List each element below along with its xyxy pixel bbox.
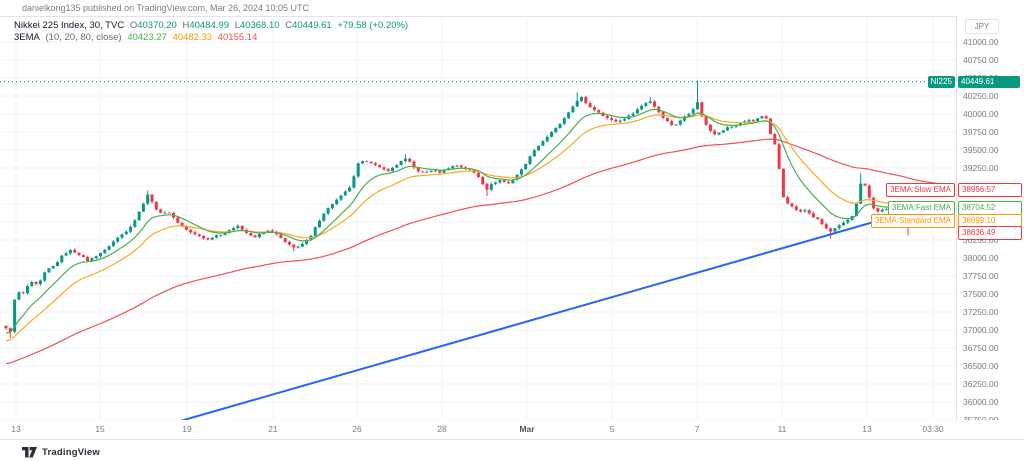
current-price-tag: 40449.61 — [958, 75, 1020, 88]
last-close-price-tag: 38636.49 — [958, 225, 1022, 240]
standard-ema-price-tag: 38699.10 — [958, 213, 1022, 228]
tradingview-logo-text: TradingView — [42, 447, 100, 458]
standard-ema-label: 3EMA:Standard EMA — [870, 213, 955, 228]
widget-bottom-border — [0, 439, 1024, 440]
indicator-name: 3EMA — [14, 32, 40, 43]
chart-surface[interactable] — [0, 16, 957, 420]
symbol-price-flag: NI225 — [927, 75, 955, 88]
currency-button[interactable]: JPY — [965, 19, 999, 34]
header-divider — [0, 16, 1024, 17]
attribution-text: danielkong135 published on TradingView.c… — [22, 3, 310, 13]
change-value: +79.58 (+0.20%) — [337, 20, 409, 31]
time-axis: 13 15 19 21 26 28 Mar 5 7 11 13 03:30 — [0, 420, 1024, 439]
tradingview-logo-icon — [22, 447, 37, 458]
symbol-title: Nikkei 225 Index, 30, TVC — [14, 20, 125, 31]
tradingview-branding[interactable]: TradingView — [22, 447, 100, 458]
symbol-legend: Nikkei 225 Index, 30, TVC O40370.20 H404… — [14, 20, 409, 31]
indicator-legend: 3EMA (10, 20, 80, close) 40423.27 40482.… — [14, 32, 258, 43]
axis-divider — [956, 16, 957, 439]
slow-ema-price-tag: 38956.57 — [958, 183, 1022, 198]
slow-ema-label: 3EMA:Slow EMA — [886, 183, 955, 198]
